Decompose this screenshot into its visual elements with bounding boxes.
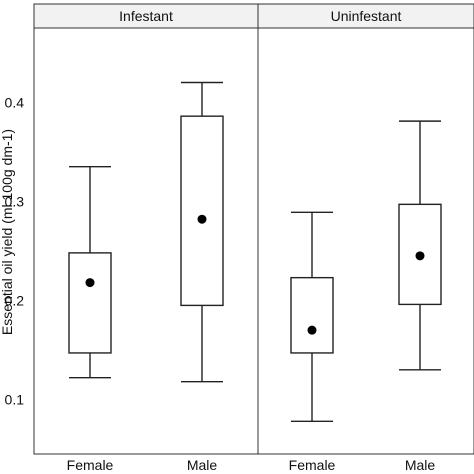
x-tick-label: Male (187, 457, 218, 473)
box-female: Female (289, 211, 336, 473)
iqr-box (180, 115, 224, 307)
mean-point (85, 278, 95, 288)
y-tick-label: 0.2 (5, 292, 25, 308)
x-tick-label: Male (405, 457, 436, 473)
iqr-box (68, 252, 112, 354)
panel-title: Uninfestant (331, 8, 402, 24)
x-tick-label: Female (289, 457, 336, 473)
panel-frame (33, 27, 259, 455)
y-tick-label: 0.3 (5, 193, 25, 209)
panel-uninfestant: Uninfestant Female Male (257, 3, 474, 473)
panels: Infestant Female Male Uninfestant Female Male (33, 3, 474, 473)
box-male: Male (180, 81, 224, 473)
iqr-box (290, 276, 334, 354)
strip-background (257, 3, 474, 29)
box-female: Female (67, 165, 114, 473)
y-axis: Essential oil yield (ml 100g dm-1) 0.1 0.… (0, 94, 24, 407)
x-tick-label: Female (67, 457, 114, 473)
y-axis-label: Essential oil yield (ml 100g dm-1) (0, 129, 15, 335)
mean-point (415, 251, 425, 261)
panel-title: Infestant (119, 8, 173, 24)
mean-point (307, 325, 317, 335)
box-male: Male (398, 120, 442, 473)
panel-frame (257, 27, 474, 455)
panel-infestant: Infestant Female Male (33, 3, 259, 473)
y-tick-label: 0.4 (5, 94, 25, 110)
mean-point (197, 214, 207, 224)
y-tick-label: 0.1 (5, 392, 25, 408)
